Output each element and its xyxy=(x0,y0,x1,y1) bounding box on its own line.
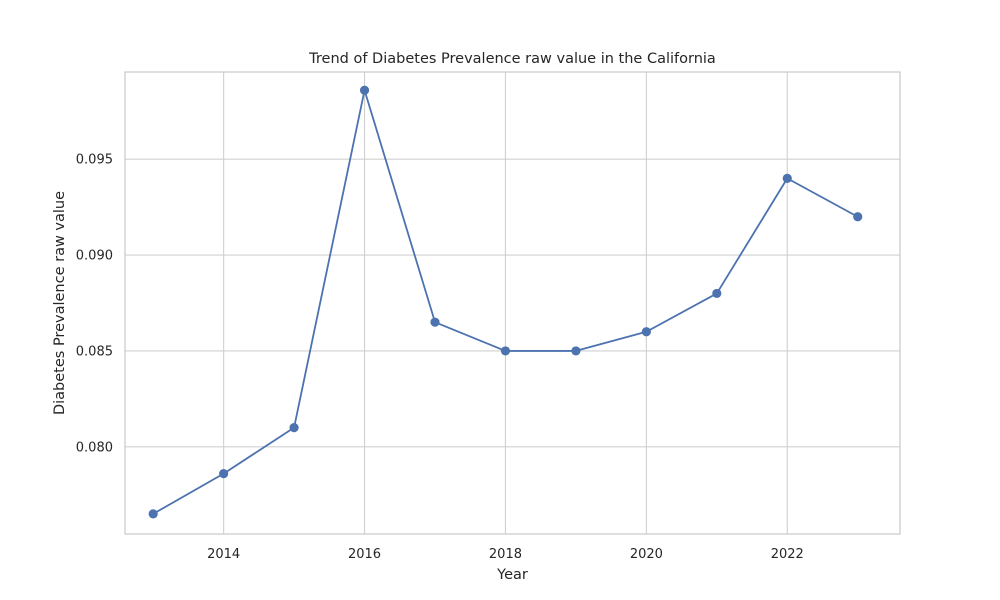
data-point xyxy=(359,85,370,95)
plot-frame xyxy=(124,71,901,535)
data-point xyxy=(641,327,651,337)
x-tick-label: 2016 xyxy=(348,547,381,562)
data-point xyxy=(853,212,863,222)
data-point xyxy=(289,423,299,433)
y-tick-label: 0.085 xyxy=(76,344,113,359)
data-point xyxy=(430,317,440,327)
data-point xyxy=(500,346,511,356)
y-tick-label: 0.090 xyxy=(76,249,113,264)
series-layer xyxy=(148,85,863,519)
chart-title: Trend of Diabetes Prevalence raw value i… xyxy=(308,51,716,67)
data-point xyxy=(712,288,722,299)
y-tick-label: 0.095 xyxy=(76,153,113,168)
x-tick-label: 2018 xyxy=(489,547,522,562)
x-axis-label: Year xyxy=(496,567,528,583)
data-point xyxy=(571,346,581,356)
x-tick-label: 2022 xyxy=(771,547,804,562)
y-axis-label: Diabetes Prevalence raw value xyxy=(52,191,68,415)
x-tick-label: 2014 xyxy=(207,547,240,562)
data-point xyxy=(219,469,229,479)
data-point xyxy=(782,173,792,183)
data-point xyxy=(148,509,158,519)
y-tick-label: 0.080 xyxy=(76,440,113,455)
tick-labels: 2014 2016 2018 2020 2022 0.080 0.085 0.090 0.095 xyxy=(76,153,804,562)
x-tick-label: 2020 xyxy=(630,547,663,562)
